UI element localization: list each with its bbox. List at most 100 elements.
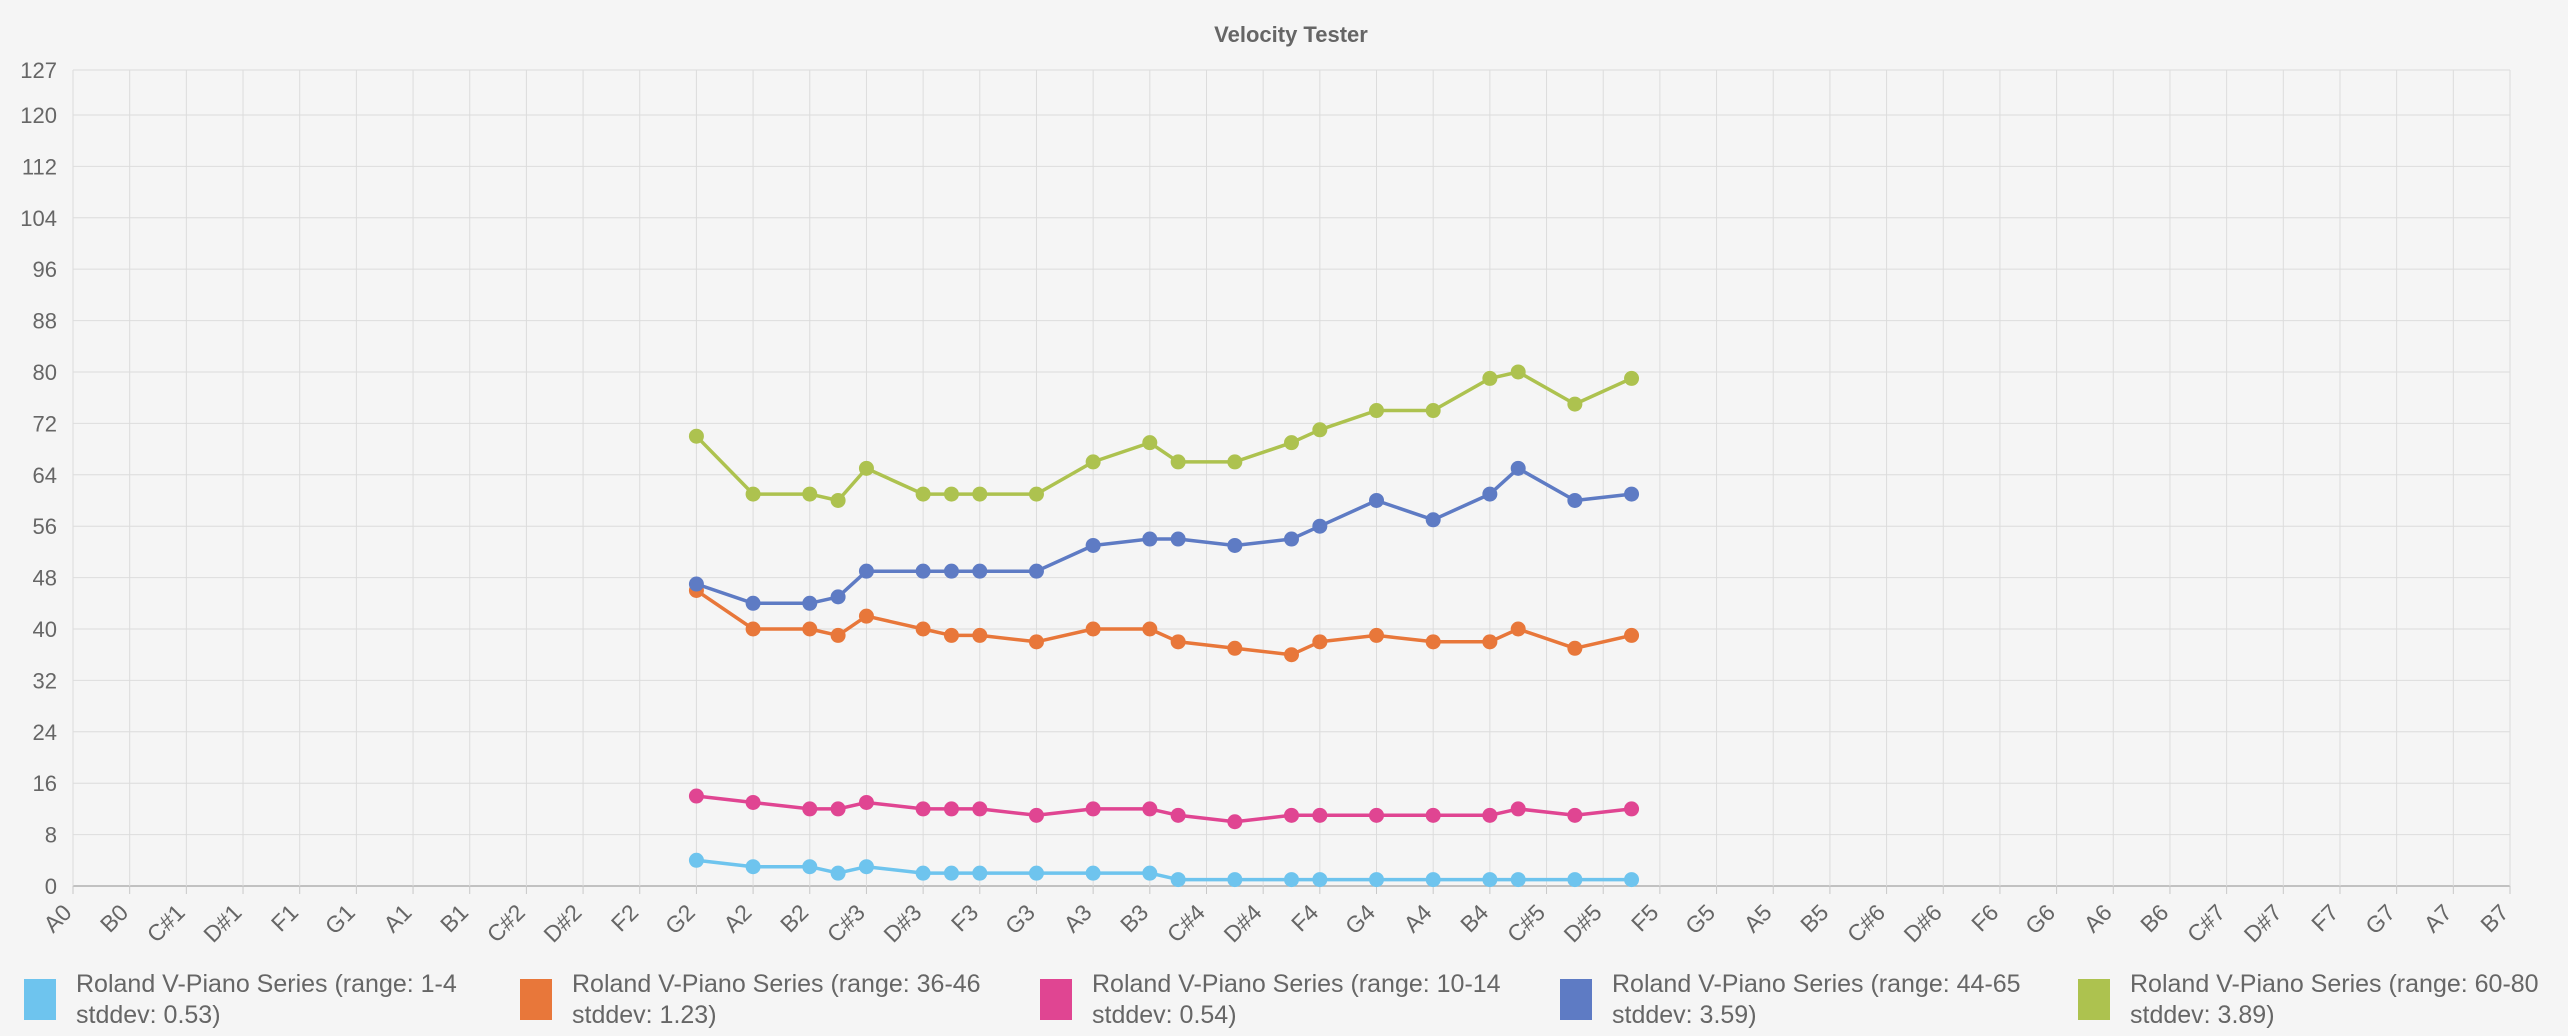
data-point	[915, 486, 931, 502]
legend-label: Roland V-Piano Series (range: 10-14	[1092, 970, 1501, 998]
data-point	[1369, 872, 1385, 888]
data-point	[1510, 621, 1526, 637]
data-point	[1425, 403, 1441, 419]
data-point	[1142, 531, 1158, 547]
legend-swatch	[24, 979, 56, 1020]
data-point	[1028, 865, 1044, 881]
data-point	[1482, 370, 1498, 386]
series-2	[688, 582, 1640, 663]
y-tick-label: 120	[20, 103, 57, 128]
x-tick-label: G4	[1340, 899, 1380, 939]
y-tick-label: 56	[33, 514, 57, 539]
legend-item-3: Roland V-Piano Series (range: 10-14 stdde…	[1040, 970, 1501, 1029]
data-point	[1284, 435, 1299, 451]
x-tick-label: B2	[775, 899, 813, 937]
data-point	[1085, 865, 1101, 881]
data-point	[802, 486, 818, 502]
chart-title: Velocity Tester	[1214, 22, 1368, 47]
data-point	[830, 801, 846, 817]
data-point	[1567, 640, 1583, 656]
data-point	[1312, 634, 1328, 650]
legend-swatch	[1560, 979, 1592, 1020]
data-point	[802, 621, 818, 637]
x-tick-label: C#3	[822, 899, 870, 947]
legend-item-5: Roland V-Piano Series (range: 60-80 stdde…	[2078, 970, 2539, 1029]
x-tick-label: D#6	[1899, 899, 1947, 947]
x-tick-label: D#3	[878, 899, 926, 947]
data-point	[1567, 872, 1583, 888]
data-point	[688, 428, 704, 444]
data-point	[1085, 537, 1101, 553]
data-point	[1312, 872, 1328, 888]
data-point	[1425, 872, 1441, 888]
data-point	[802, 801, 818, 817]
y-tick-label: 0	[45, 874, 57, 899]
legend-stddev: stddev: 3.59)	[1612, 1001, 1757, 1029]
x-axis: A0 B0 C#1 D#1 F1 G1 A1 B1 C#2 D#2 F2 G2 A2 B2 C#3 D#3 F3…	[38, 899, 2513, 947]
data-point	[1482, 872, 1498, 888]
legend-label: Roland V-Piano Series (range: 36-46	[572, 970, 981, 998]
y-tick-label: 72	[33, 411, 57, 436]
data-point	[972, 563, 988, 579]
x-tick-label: D#7	[2239, 899, 2287, 947]
x-tick-label: F6	[1966, 899, 2003, 936]
data-point	[858, 460, 874, 476]
data-point	[1510, 364, 1526, 380]
legend-stddev: stddev: 3.89)	[2130, 1001, 2275, 1029]
x-tick-label: A2	[718, 899, 756, 937]
y-tick-label: 112	[22, 154, 57, 179]
y-tick-label: 80	[33, 360, 57, 385]
data-point	[972, 486, 988, 502]
data-point	[830, 589, 846, 605]
data-point	[1425, 512, 1441, 528]
data-point	[1567, 396, 1583, 412]
data-point	[1227, 454, 1243, 470]
y-tick-label: 48	[33, 566, 57, 591]
data-point	[858, 794, 874, 810]
data-point	[1170, 634, 1186, 650]
x-tick-label: A1	[378, 899, 416, 937]
y-tick-label: 16	[33, 771, 57, 796]
data-point	[830, 492, 846, 508]
data-point	[943, 865, 959, 881]
x-tick-label: A0	[38, 899, 76, 937]
x-tick-label: F3	[946, 899, 983, 936]
data-point	[1624, 627, 1640, 643]
data-point	[745, 621, 761, 637]
data-point	[1085, 454, 1101, 470]
x-tick-label: C#5	[1502, 899, 1550, 947]
legend-item-2: Roland V-Piano Series (range: 36-46 stdde…	[520, 970, 981, 1029]
data-point	[915, 621, 931, 637]
data-point	[1227, 640, 1243, 656]
x-tick-label: G1	[320, 899, 360, 939]
data-point	[688, 852, 704, 868]
legend-label: Roland V-Piano Series (range: 44-65	[1612, 970, 2021, 998]
data-point	[1028, 486, 1044, 502]
data-point	[1312, 422, 1328, 438]
data-point	[1624, 801, 1640, 817]
x-tick-label: D#4	[1218, 899, 1266, 947]
legend-swatch	[1040, 979, 1072, 1020]
y-tick-label: 24	[33, 720, 57, 745]
series-line	[695, 370, 1633, 503]
data-point	[1284, 807, 1299, 823]
y-tick-label: 88	[33, 309, 57, 334]
data-point	[802, 595, 818, 611]
x-tick-label: F2	[606, 899, 643, 936]
x-tick-label: F1	[266, 899, 303, 936]
y-tick-label: 32	[33, 668, 57, 693]
x-tick-label: A5	[1738, 899, 1776, 937]
data-point	[688, 788, 704, 804]
data-point	[1142, 621, 1158, 637]
data-point	[830, 865, 846, 881]
x-tick-label: D#2	[538, 899, 586, 947]
x-tick-label: B0	[95, 899, 133, 937]
data-point	[1028, 634, 1044, 650]
x-tick-label: G3	[1000, 899, 1040, 939]
data-point	[1227, 872, 1243, 888]
y-tick-label: 40	[33, 617, 57, 642]
data-point	[915, 865, 931, 881]
data-point	[915, 801, 931, 817]
data-point	[802, 859, 818, 875]
